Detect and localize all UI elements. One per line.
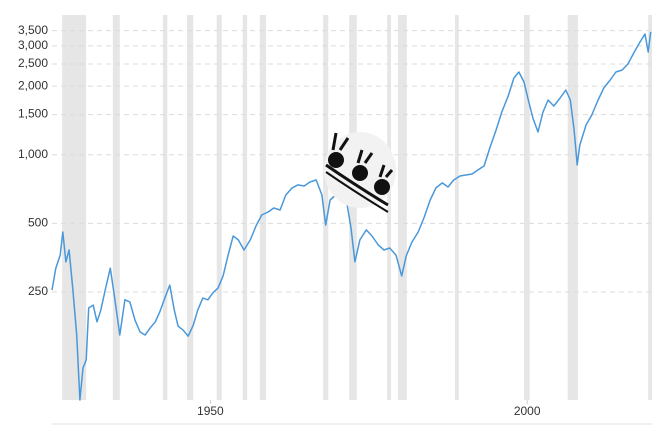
y-tick-label: 2,000 <box>18 78 48 92</box>
y-tick-label: 3,500 <box>18 23 48 37</box>
recession-band <box>524 15 530 400</box>
y-tick-label: 2,500 <box>18 56 48 70</box>
recession-band <box>112 15 120 400</box>
y-tick-label: 500 <box>28 216 48 230</box>
y-tick-label: 1,500 <box>18 107 48 121</box>
roller-coaster-icon <box>324 132 396 213</box>
y-tick-label: 250 <box>28 284 48 298</box>
recession-band <box>162 15 168 400</box>
recession-band <box>387 15 391 400</box>
recession-band <box>242 15 248 400</box>
recession-band <box>349 15 357 400</box>
recession-band <box>259 15 267 400</box>
recession-band <box>216 15 222 400</box>
y-tick-label: 3,000 <box>18 38 48 52</box>
recession-band <box>454 15 459 400</box>
recession-band <box>397 15 407 400</box>
x-tick-label: 1950 <box>197 404 224 418</box>
x-tick-label: 2000 <box>514 404 541 418</box>
recession-band <box>648 15 652 400</box>
recession-band <box>567 15 578 400</box>
recession-band <box>62 15 87 400</box>
y-tick-label: 1,000 <box>18 147 48 161</box>
recession-band <box>323 15 329 400</box>
recession-band <box>186 15 194 400</box>
price-line <box>51 31 652 401</box>
